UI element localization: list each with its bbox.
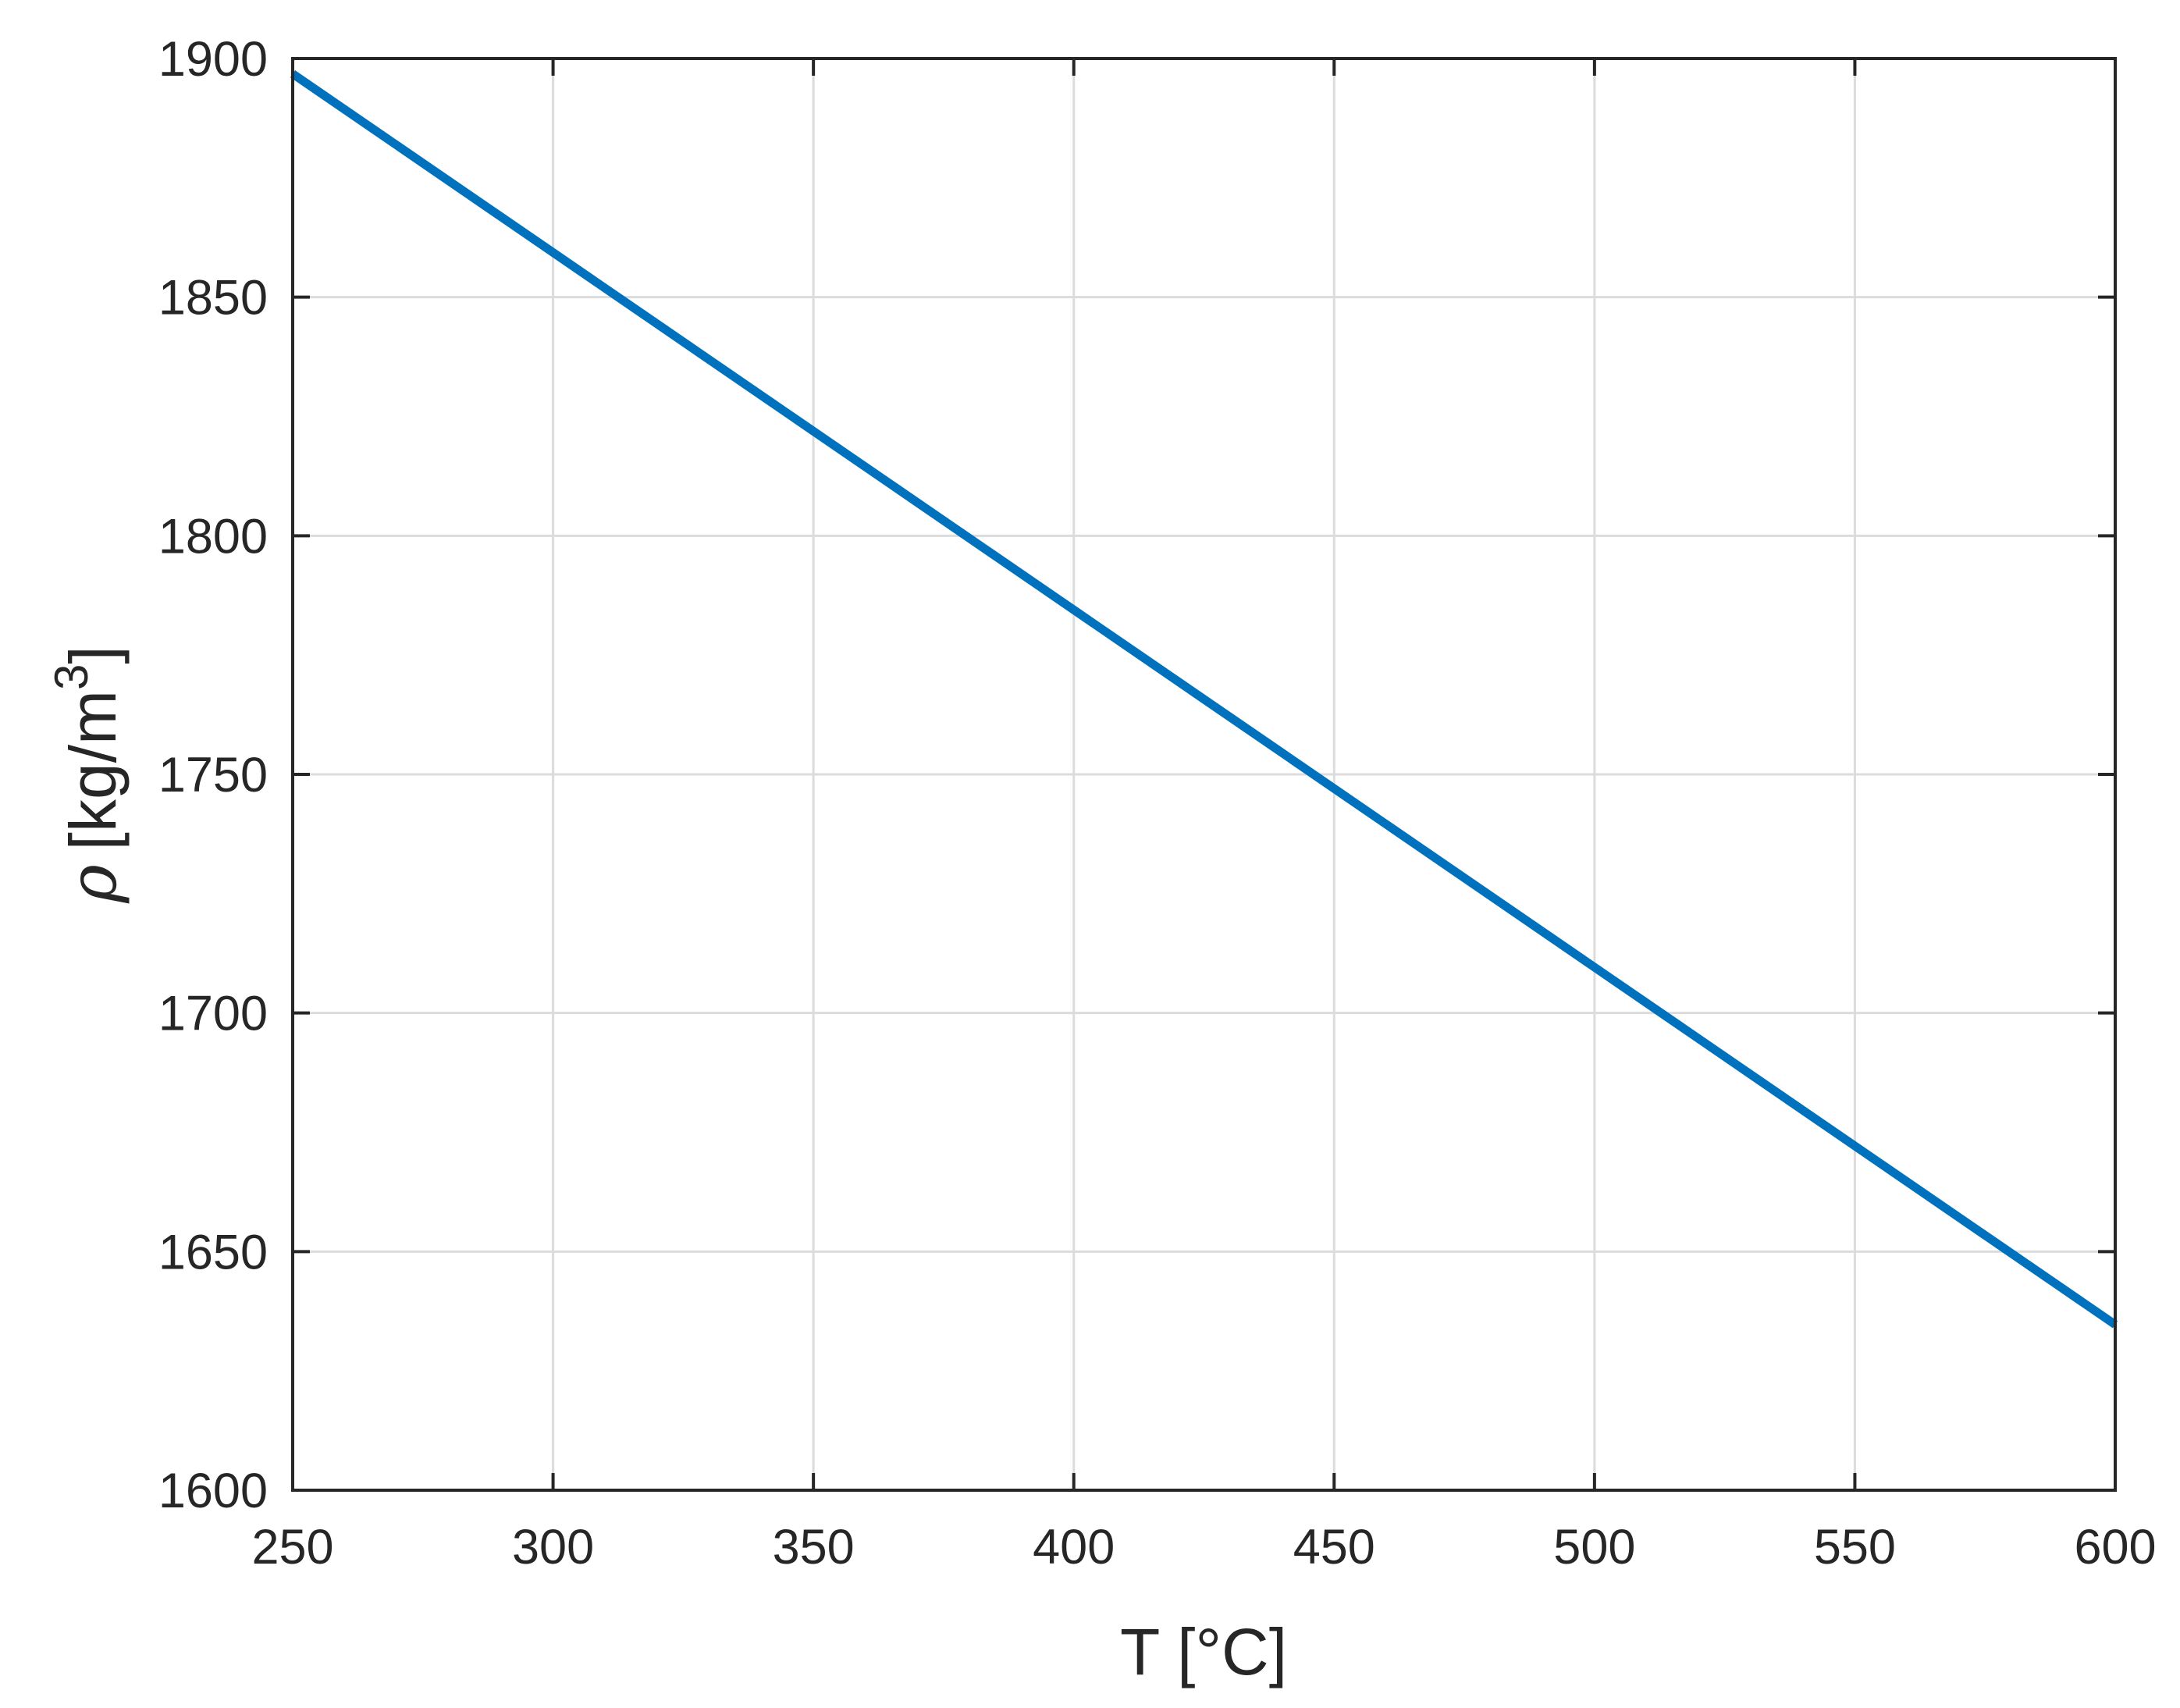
y-tick-label: 1900 [158, 32, 268, 87]
y-tick-label: 1750 [158, 748, 268, 802]
y-axis-unit-suffix: ] [56, 646, 130, 664]
x-tick-label: 300 [512, 1520, 594, 1575]
series-layer [290, 70, 2118, 1329]
x-tick-label: 400 [1033, 1520, 1115, 1575]
y-tick-label: 1800 [158, 509, 268, 564]
y-tick-label: 1700 [158, 987, 268, 1041]
x-tick-label: 550 [1814, 1520, 1896, 1575]
x-tick-label: 500 [1553, 1520, 1635, 1575]
grid-lines [293, 59, 2115, 1490]
tick-marks [291, 57, 2117, 1492]
x-tick-label: 350 [773, 1520, 855, 1575]
y-axis-unit-exponent: 3 [45, 664, 98, 690]
y-axis-symbol: ρ [55, 864, 131, 903]
x-axis-title: T [°C] [1120, 1615, 1287, 1688]
y-tick-label: 1650 [158, 1225, 268, 1279]
x-tick-label: 600 [2074, 1520, 2156, 1575]
x-tick-labels: 250 300 350 400 450 500 550 600 [251, 1520, 2156, 1575]
y-tick-label: 1850 [158, 271, 268, 326]
y-tick-label: 1600 [158, 1464, 268, 1518]
y-tick-labels: 1600 1650 1700 1750 1800 1850 1900 [158, 32, 268, 1518]
x-tick-label: 450 [1293, 1520, 1375, 1575]
x-tick-label: 250 [251, 1520, 333, 1575]
density-line [290, 70, 2118, 1329]
y-axis-title: ρ [kg/m3] [45, 646, 131, 903]
y-axis-unit-prefix: [kg/m [56, 690, 130, 850]
